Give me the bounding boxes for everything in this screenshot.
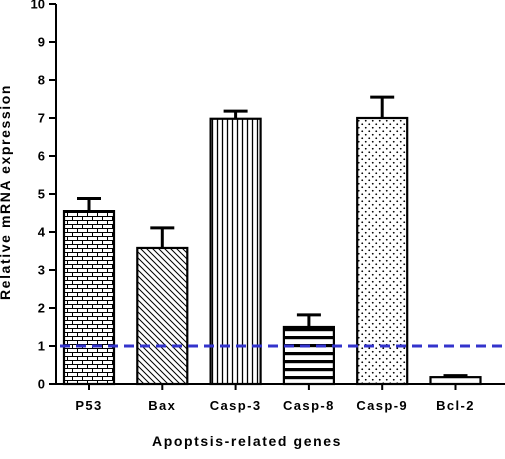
x-axis-title: Apoptsis-related genes bbox=[152, 433, 342, 449]
x-axis: P53 Bax Casp-3 Casp-8 Casp-9 Bcl-2 bbox=[56, 383, 505, 413]
y-tick-label: 9 bbox=[38, 35, 45, 50]
y-axis: 0 1 2 3 4 5 6 7 8 9 10 bbox=[31, 0, 57, 392]
bar-casp-8 bbox=[282, 325, 335, 386]
bar-bax bbox=[136, 246, 189, 386]
bar-bcl-2 bbox=[429, 376, 482, 386]
bar-casp-3 bbox=[209, 117, 262, 386]
y-tick-label: 10 bbox=[31, 0, 45, 12]
x-tick-label: P53 bbox=[75, 398, 102, 413]
x-tick-label: Casp-9 bbox=[356, 398, 408, 413]
y-tick-label: 0 bbox=[38, 377, 45, 392]
bars-group bbox=[62, 95, 482, 386]
y-tick-label: 7 bbox=[38, 111, 45, 126]
y-tick-label: 4 bbox=[38, 225, 46, 240]
y-axis-title: Relative mRNA expression bbox=[0, 84, 13, 300]
y-tick-label: 8 bbox=[38, 73, 45, 88]
bar-casp-9 bbox=[356, 116, 409, 386]
y-tick-label: 2 bbox=[38, 301, 45, 316]
y-tick-label: 6 bbox=[38, 149, 45, 164]
y-tick-label: 5 bbox=[38, 187, 45, 202]
bar-p53 bbox=[62, 210, 116, 386]
y-tick-label: 1 bbox=[38, 339, 45, 354]
y-tick-label: 3 bbox=[38, 263, 45, 278]
x-tick-label: Bax bbox=[148, 398, 176, 413]
x-tick-label: Casp-3 bbox=[210, 398, 262, 413]
x-tick-label: Bcl-2 bbox=[436, 398, 475, 413]
x-tick-label: Casp-8 bbox=[283, 398, 335, 413]
